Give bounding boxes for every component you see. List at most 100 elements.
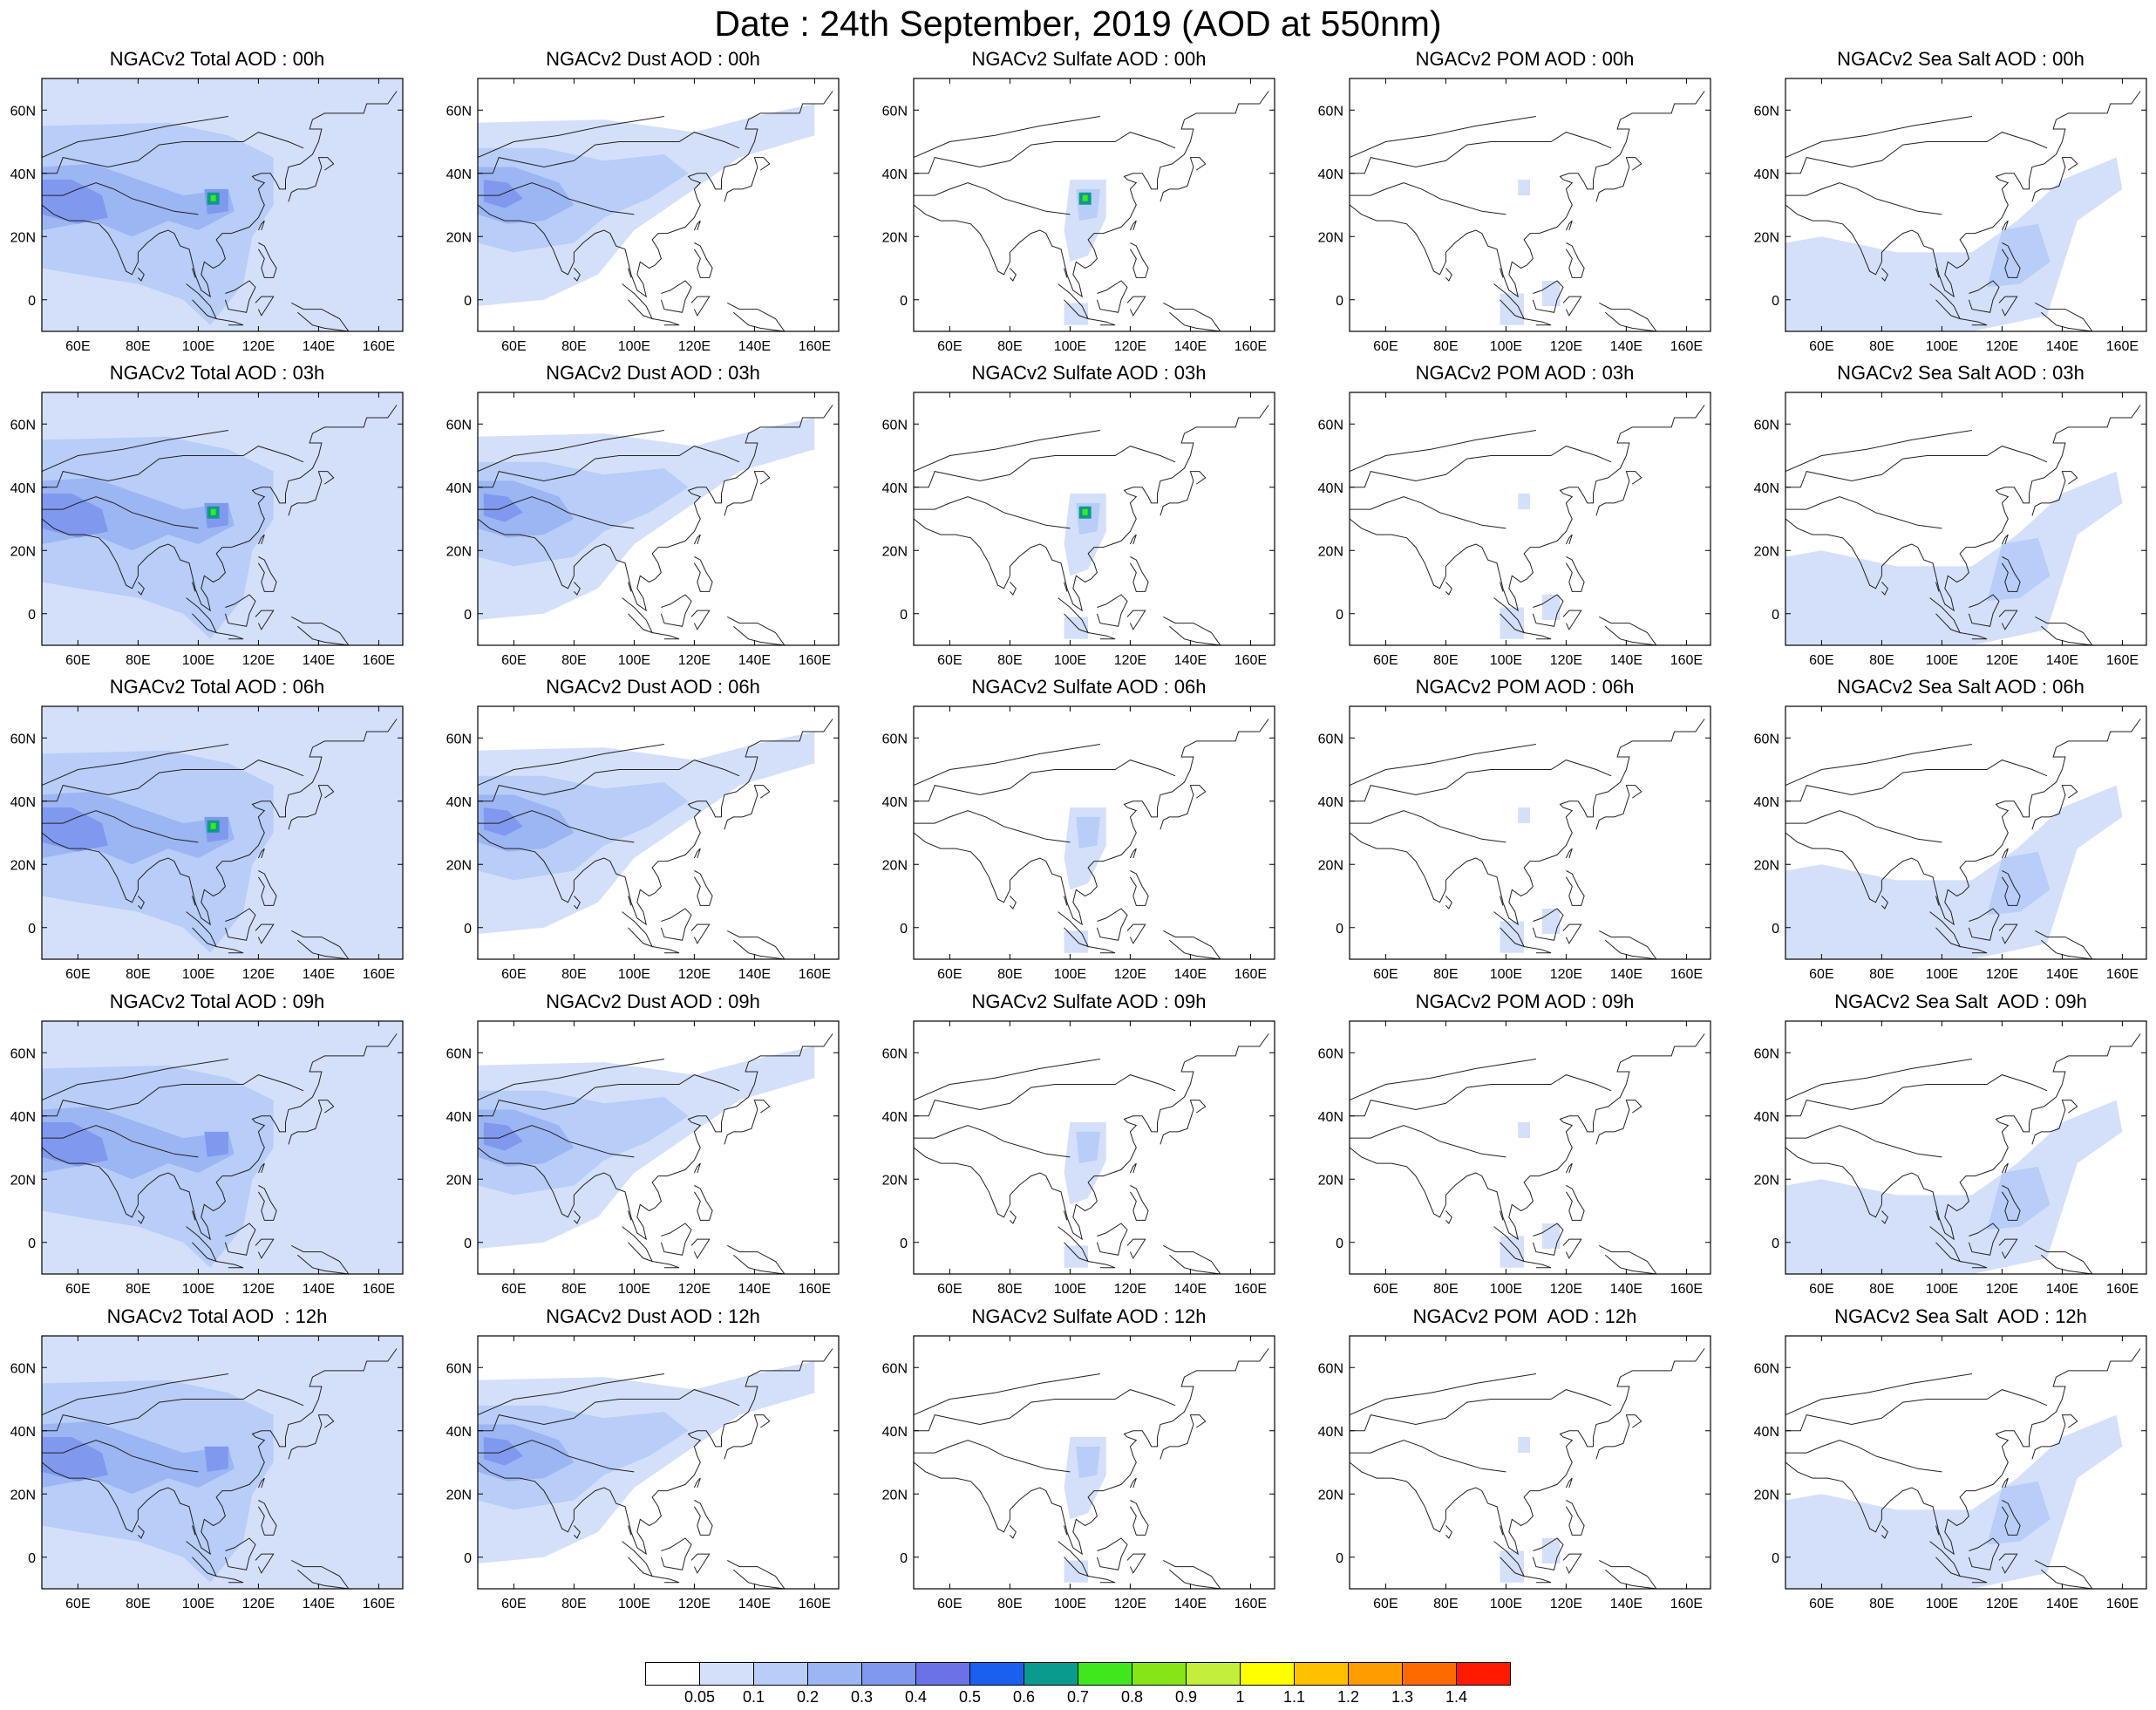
coastline (478, 1440, 635, 1473)
coastline (1935, 1210, 1940, 1221)
y-tick-label: 0 (28, 608, 36, 623)
y-tick-label: 40N (1318, 1425, 1343, 1440)
plot-frame (41, 78, 404, 332)
coastline (257, 1185, 277, 1221)
x-tick-label: 120E (1550, 1597, 1582, 1611)
x-tick-label: 140E (738, 339, 771, 354)
y-tick-label: 60N (1318, 1046, 1343, 1061)
x-tick-label: 100E (1490, 653, 1522, 668)
coastline (2031, 157, 2078, 202)
x-tick-label: 80E (997, 339, 1022, 354)
coastline (1968, 594, 2000, 627)
map-plot: 60E 80E 100E 120E 140E 160E 60N 40N 20N 0 (882, 78, 1275, 354)
aod-field (1785, 706, 2146, 959)
aod-region (1518, 180, 1530, 196)
coastline (1524, 1576, 1552, 1584)
coastline (478, 1348, 833, 1556)
y-tick-label: 20N (446, 544, 472, 559)
coastline (255, 1553, 275, 1574)
x-tick-label: 160E (1670, 653, 1703, 668)
panel-title: NGACv2 Sea Salt AOD : 06h (1837, 676, 2085, 698)
map-panel-pom-09h: NGACv2 POM AOD : 09h 60E 80E 100E 120E 140E 16… (1308, 990, 1742, 1304)
map-panel-sulfate-00h: NGACv2 Sulfate AOD : 00h 60E 80E 100E 120E 14… (872, 47, 1306, 361)
coastline (42, 405, 398, 612)
x-tick-label: 100E (1926, 1597, 1958, 1611)
coastline (1785, 760, 2048, 802)
coastline (1595, 785, 1643, 830)
coastline (42, 496, 199, 529)
coastline (693, 1500, 713, 1536)
y-tick-label: 20N (10, 1173, 36, 1188)
x-tick-label: 140E (303, 653, 335, 668)
coastline (1126, 296, 1146, 317)
map-panel-seasalt-06h: NGACv2 Sea Salt AOD : 06h 60E 80E 100E 120E 1… (1744, 675, 2156, 989)
x-tick-label: 100E (1490, 967, 1522, 982)
y-tick-label: 0 (1336, 608, 1343, 623)
map-panel-pom-00h: NGACv2 POM AOD : 00h 60E 80E 100E 120E 140E 16… (1308, 47, 1742, 361)
plot-frame (1785, 392, 2147, 646)
coastline (914, 1074, 1176, 1117)
aod-region (1785, 1414, 2123, 1589)
coastline (1126, 1238, 1146, 1259)
coastline (1493, 283, 1526, 320)
coastline (622, 1226, 654, 1263)
y-tick-label: 40N (1754, 795, 1779, 810)
x-tick-label: 80E (997, 1282, 1022, 1297)
coastline (288, 1100, 335, 1145)
coastline (914, 810, 1071, 843)
y-tick-label: 0 (900, 922, 908, 937)
colorbar-label: 0.5 (959, 1688, 981, 1706)
x-tick-label: 120E (678, 653, 711, 668)
aod-hotspot-core (1082, 508, 1088, 515)
coastline (1160, 1100, 1207, 1145)
x-tick-label: 160E (1670, 1282, 1703, 1297)
coastline (1096, 280, 1128, 313)
aod-field (914, 706, 1275, 959)
plot-frame (1785, 705, 2147, 960)
map-plot: 60E 80E 100E 120E 140E 160E 60N 40N 20N 0 (446, 705, 840, 982)
colorbar-swatch (969, 1662, 1024, 1686)
x-tick-label: 60E (937, 1282, 962, 1297)
coastline (652, 946, 680, 954)
y-tick-label: 0 (1336, 922, 1343, 937)
x-tick-label: 120E (242, 339, 275, 354)
coastline (1129, 556, 1149, 592)
coastline (288, 471, 335, 516)
colorbar-swatch (645, 1662, 700, 1686)
x-tick-label: 120E (1114, 339, 1146, 354)
map-plot: 60E 80E 100E 120E 140E 160E 60N 40N 20N 0 (446, 78, 840, 354)
colorbar-swatch (1132, 1662, 1187, 1686)
coastline (1599, 930, 1657, 959)
aod-field (1785, 1336, 2146, 1589)
x-tick-label: 120E (1986, 1282, 2018, 1297)
x-tick-label: 80E (1433, 967, 1458, 982)
x-tick-label: 120E (1986, 339, 2018, 354)
coastline (2001, 1185, 2021, 1221)
y-tick-label: 20N (882, 858, 908, 873)
coastline (1010, 268, 1017, 282)
coastline (1064, 1210, 1068, 1221)
colorbar-label: 0.1 (743, 1688, 765, 1706)
coastline (42, 446, 304, 488)
x-tick-label: 160E (363, 967, 395, 982)
x-tick-label: 120E (678, 339, 711, 354)
y-tick-label: 60N (1754, 732, 1779, 746)
coastline (693, 848, 701, 859)
coastline (628, 896, 632, 906)
aod-field (1350, 392, 1711, 645)
x-tick-label: 140E (1610, 1282, 1643, 1297)
coastline (2001, 848, 2009, 859)
aod-region (1500, 607, 1525, 639)
x-tick-label: 100E (1926, 1282, 1958, 1297)
colorbar-label: 0.8 (1121, 1688, 1143, 1706)
coastline (288, 785, 335, 830)
coastline (1595, 157, 1643, 202)
coastline (2035, 302, 2093, 331)
x-tick-label: 140E (1174, 967, 1207, 982)
aod-region (1064, 1560, 1089, 1583)
y-tick-label: 20N (882, 230, 908, 245)
coastline (1058, 1226, 1090, 1263)
colorbar-swatch (1240, 1662, 1295, 1686)
coastline (914, 182, 1071, 215)
plot-frame (913, 78, 1275, 332)
